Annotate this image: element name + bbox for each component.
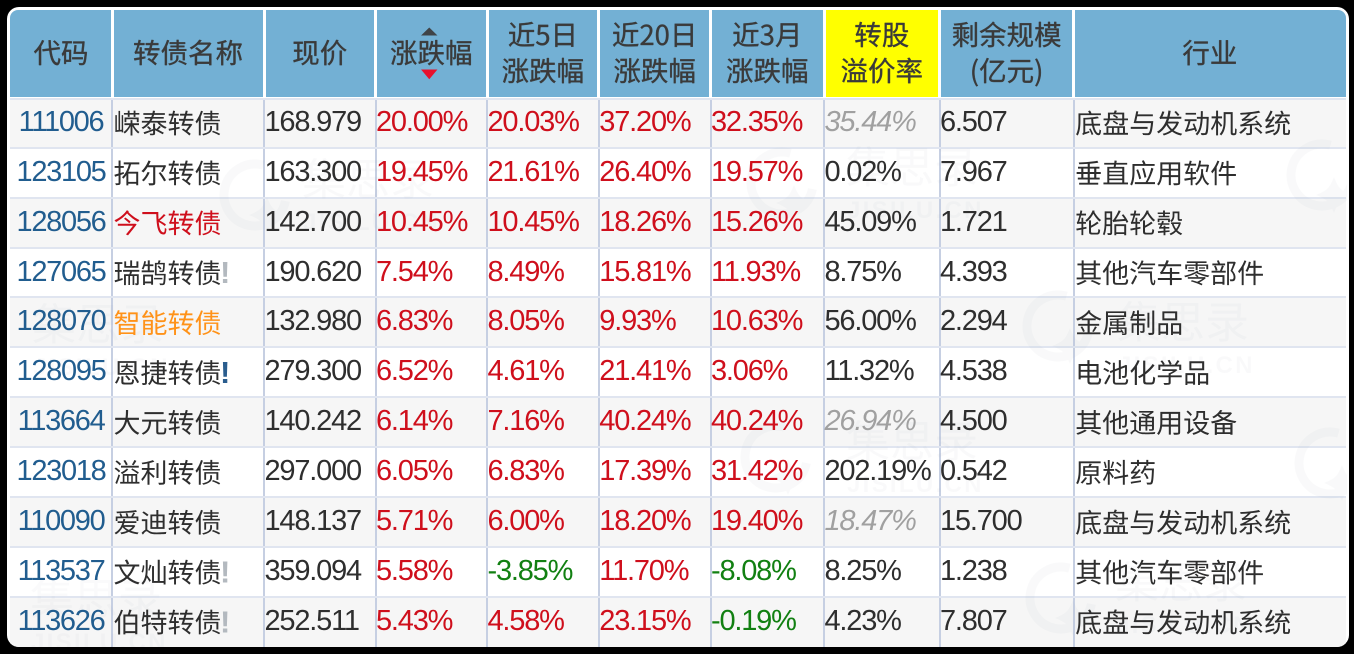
svg-text:!: ! [220, 255, 230, 290]
svg-text:!: ! [220, 355, 230, 390]
svg-text:JISILU.CN: JISILU.CN [1118, 352, 1255, 379]
svg-text:!: ! [220, 554, 230, 589]
svg-text:JISILU.CN: JISILU.CN [847, 197, 984, 224]
svg-text:JISILU.CN: JISILU.CN [31, 629, 168, 647]
svg-text:JISILU.CN: JISILU.CN [303, 209, 440, 236]
svg-text:JISILU.CN: JISILU.CN [1116, 612, 1253, 639]
svg-text:JISILU.CN: JISILU.CN [847, 471, 984, 498]
svg-text:!: ! [220, 604, 230, 639]
